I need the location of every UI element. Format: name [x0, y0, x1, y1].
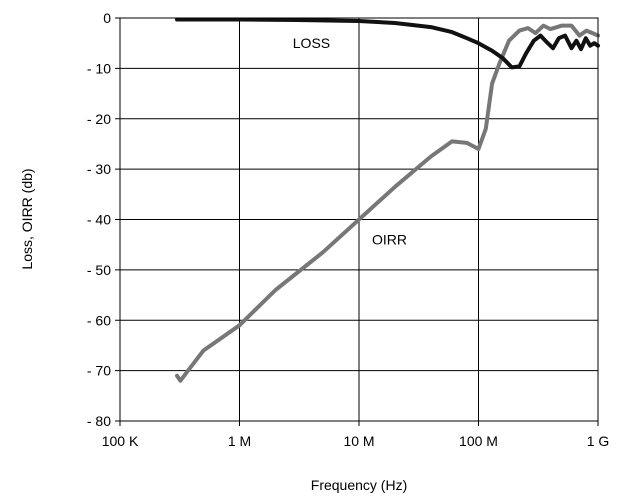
y-tick-label: - 30	[87, 161, 111, 177]
y-tick-label: - 70	[87, 363, 111, 379]
x-tick-label: 1 G	[587, 433, 610, 449]
plot-series	[175, 17, 600, 383]
y-tick-label: - 50	[87, 262, 111, 278]
series-labels: LOSS OIRR	[293, 35, 407, 247]
series-line-loss	[175, 17, 600, 70]
x-tick-label: 100 K	[102, 433, 139, 449]
x-tick-label: 10 M	[343, 433, 374, 449]
y-tick-label: - 60	[87, 312, 111, 328]
y-tick-label: - 80	[87, 413, 111, 429]
series-label-loss: LOSS	[293, 35, 330, 51]
y-tick-label: - 40	[87, 212, 111, 228]
y-tick-label: 0	[103, 10, 111, 26]
x-tick-label: 1 M	[228, 433, 251, 449]
x-axis-label: Frequency (Hz)	[311, 477, 407, 493]
y-axis-label: Loss, OIRR (db)	[19, 168, 35, 269]
x-tick-label: 100 M	[459, 433, 498, 449]
y-tick-label: - 20	[87, 111, 111, 127]
y-tick-label: - 10	[87, 60, 111, 76]
series-label-oirr: OIRR	[372, 232, 407, 248]
series-line-oirr	[175, 23, 600, 383]
axis-ticks: 0 - 10 - 20 - 30 - 40 - 50 - 60 - 70 - 80 100 K 1 …	[87, 10, 609, 449]
